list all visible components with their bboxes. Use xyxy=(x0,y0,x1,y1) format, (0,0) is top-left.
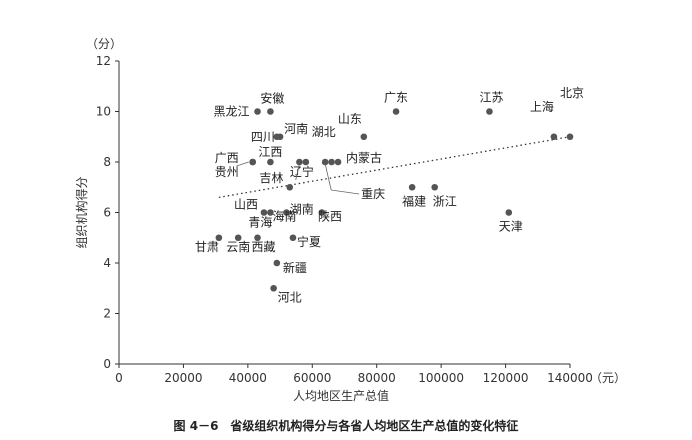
data-point xyxy=(505,209,513,216)
x-tick-label: 140000 xyxy=(547,371,593,385)
point-label: 黑龙江 xyxy=(214,105,250,119)
data-point xyxy=(215,234,223,242)
data-point xyxy=(550,133,558,141)
data-point xyxy=(431,183,439,191)
data-point xyxy=(267,108,274,115)
point-label: 青海 xyxy=(248,215,272,230)
point-label: 福建 xyxy=(402,193,426,208)
point-label: 云南 xyxy=(226,239,250,254)
point-label: 安徽 xyxy=(260,91,284,106)
data-point xyxy=(249,158,256,166)
data-point xyxy=(566,133,574,141)
point-label: 河南 xyxy=(284,121,308,136)
trendline xyxy=(218,136,571,198)
point-label: 江苏 xyxy=(479,91,503,105)
point-label: 广西 xyxy=(215,151,239,165)
point-label: 四川 xyxy=(251,130,275,144)
data-point xyxy=(318,209,326,216)
data-point xyxy=(270,284,277,292)
trendline-group xyxy=(218,136,571,198)
x-unit-label: （元） xyxy=(590,371,626,385)
y-tick-label: 6 xyxy=(103,206,111,220)
x-tick-label: 20000 xyxy=(164,371,202,385)
x-tick-label: 80000 xyxy=(358,371,396,385)
point-label: 北京 xyxy=(560,86,584,100)
y-axis-title: 组织机构得分 xyxy=(74,176,89,248)
data-point xyxy=(254,108,261,115)
data-point xyxy=(334,158,342,166)
y-tick-label: 12 xyxy=(96,54,111,68)
point-label: 宁夏 xyxy=(297,234,321,249)
point-label: 湖南 xyxy=(290,201,314,216)
data-point xyxy=(321,158,329,166)
y-tick-label: 2 xyxy=(103,307,111,321)
x-axis-title: 人均地区生产总值 xyxy=(293,388,389,403)
point-label: 河北 xyxy=(278,290,302,304)
data-point xyxy=(286,183,294,191)
data-point xyxy=(276,133,284,141)
point-label: 甘肃 xyxy=(195,240,219,254)
data-point xyxy=(289,234,297,242)
x-tick-label: 100000 xyxy=(418,371,464,385)
x-tick-label: 120000 xyxy=(483,371,529,385)
data-point xyxy=(408,183,416,191)
data-point xyxy=(254,234,261,242)
point-label: 天津 xyxy=(499,220,523,234)
point-label: 西藏 xyxy=(252,240,276,254)
data-point xyxy=(302,158,310,166)
point-label: 辽宁 xyxy=(290,164,314,179)
y-tick-label: 0 xyxy=(103,357,111,371)
y-tick-label: 8 xyxy=(103,155,111,169)
leader-line xyxy=(236,161,249,167)
leader-line xyxy=(331,189,360,195)
y-tick-label: 10 xyxy=(96,105,111,119)
point-label: 吉林 xyxy=(259,171,283,185)
data-point xyxy=(296,158,303,166)
point-label: 广东 xyxy=(384,91,408,105)
data-point xyxy=(392,108,400,115)
figure-caption: 图 4－6 省级组织机构得分与各省人均地区生产总值的变化特征 xyxy=(174,418,519,433)
point-label: 贵州 xyxy=(215,165,239,179)
point-label: 陕西 xyxy=(318,209,342,224)
point-label: 内蒙古 xyxy=(346,150,382,165)
data-point xyxy=(260,209,268,216)
point-label: 江西 xyxy=(258,145,282,159)
axes: 0 2 4 6 8 10 12 0 20000 40000 60000 80000 100000 1200… xyxy=(96,54,593,385)
data-point xyxy=(234,234,242,242)
data-point xyxy=(360,133,368,141)
point-label: 湖北 xyxy=(312,124,336,139)
data-point xyxy=(283,209,290,216)
point-label: 山西 xyxy=(234,198,258,212)
point-label: 新疆 xyxy=(283,260,307,275)
point-label: 重庆 xyxy=(361,187,385,201)
points-group xyxy=(215,108,574,292)
leader-line xyxy=(324,163,332,191)
x-tick-label: 60000 xyxy=(293,371,331,385)
point-label: 浙江 xyxy=(433,194,457,208)
point-label: 上海 xyxy=(530,99,554,114)
data-point xyxy=(267,209,274,216)
x-tick-label: 0 xyxy=(115,371,123,385)
leader-line xyxy=(295,163,300,181)
data-point xyxy=(486,108,493,115)
data-point xyxy=(273,259,281,267)
y-tick-label: 4 xyxy=(103,256,111,270)
point-label: 山东 xyxy=(338,112,362,126)
y-unit-label: （分） xyxy=(86,37,122,51)
x-tick-label: 40000 xyxy=(229,371,267,385)
point-label: 海南 xyxy=(273,209,297,224)
data-point xyxy=(328,158,335,166)
data-point xyxy=(267,158,274,166)
